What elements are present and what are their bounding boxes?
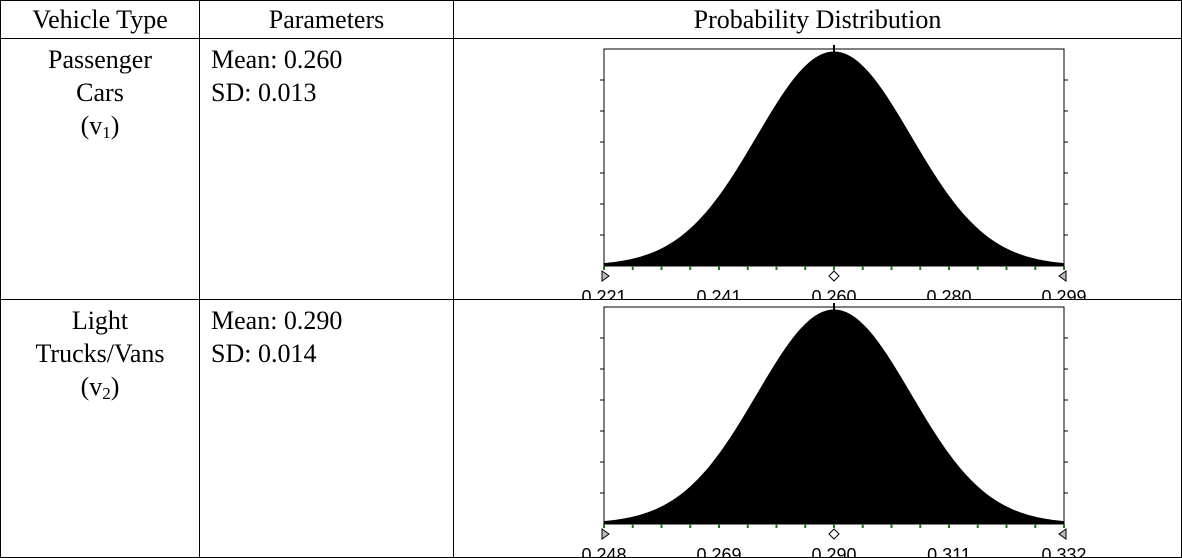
sd-value: SD: 0.013: [211, 78, 317, 107]
x-tick-label: 0.332: [1041, 545, 1086, 557]
density-area: [603, 309, 1065, 525]
x-tick-label: 0.299: [1041, 287, 1086, 299]
vehicle-type-cell: Light Trucks/Vans (v2): [0, 299, 200, 558]
x-tick-label: 0.269: [696, 545, 741, 557]
x-tick-label: 0.241: [696, 287, 741, 299]
upper-limit-marker: [1058, 270, 1067, 282]
lower-limit-marker: [601, 528, 610, 540]
parameters-cell: Mean: 0.290 SD: 0.014: [199, 299, 454, 558]
distribution-chart-2: 0.248 0.269 0.290 0.311 0.332: [581, 303, 1087, 557]
x-tick-label: 0.280: [926, 287, 971, 299]
sd-value: SD: 0.014: [211, 339, 317, 368]
mean-value: Mean: 0.260: [211, 45, 343, 74]
vehicle-type-line1: Passenger: [48, 45, 152, 74]
distribution-chart-1: 0.221 0.241 0.260 0.280 0.299: [581, 45, 1087, 299]
distribution-chart-cell: 0.221 0.241 0.260 0.280 0.299: [453, 38, 1182, 300]
mean-marker: [828, 270, 840, 282]
vehicle-type-symbol: (v1): [80, 111, 120, 142]
x-tick-label: 0.290: [811, 545, 856, 557]
vehicle-type-line2: Trucks/Vans: [35, 339, 165, 368]
symbol-subscript: 2: [102, 384, 111, 403]
upper-limit-marker: [1058, 528, 1067, 540]
density-area: [603, 51, 1065, 267]
header-vehicle-type: Vehicle Type: [0, 0, 200, 39]
symbol-letter: v: [89, 372, 103, 401]
vehicle-type-symbol: (v2): [80, 372, 120, 403]
mean-marker: [828, 528, 840, 540]
header-parameters: Parameters: [199, 0, 454, 39]
x-tick-label: 0.311: [927, 545, 971, 557]
header-probability-distribution: Probability Distribution: [453, 0, 1182, 39]
vehicle-type-line2: Cars: [76, 78, 124, 107]
symbol-letter: v: [89, 111, 103, 140]
x-tick-label: 0.221: [581, 287, 626, 299]
x-tick-label: 0.260: [811, 287, 856, 299]
symbol-subscript: 1: [102, 123, 111, 142]
distribution-chart-cell: 0.248 0.269 0.290 0.311 0.332: [453, 299, 1182, 558]
table-row: Light Trucks/Vans (v2) Mean: 0.290 SD: 0…: [0, 299, 1182, 558]
lower-limit-marker: [601, 270, 610, 282]
parameters-cell: Mean: 0.260 SD: 0.013: [199, 38, 454, 300]
vehicle-type-cell: Passenger Cars (v1): [0, 38, 200, 300]
header-row: Vehicle Type Parameters Probability Dist…: [0, 0, 1182, 39]
table-row: Passenger Cars (v1) Mean: 0.260 SD: 0.01…: [0, 38, 1182, 300]
vehicle-type-line1: Light: [71, 306, 129, 335]
x-tick-label: 0.248: [581, 545, 626, 557]
mean-value: Mean: 0.290: [211, 306, 343, 335]
